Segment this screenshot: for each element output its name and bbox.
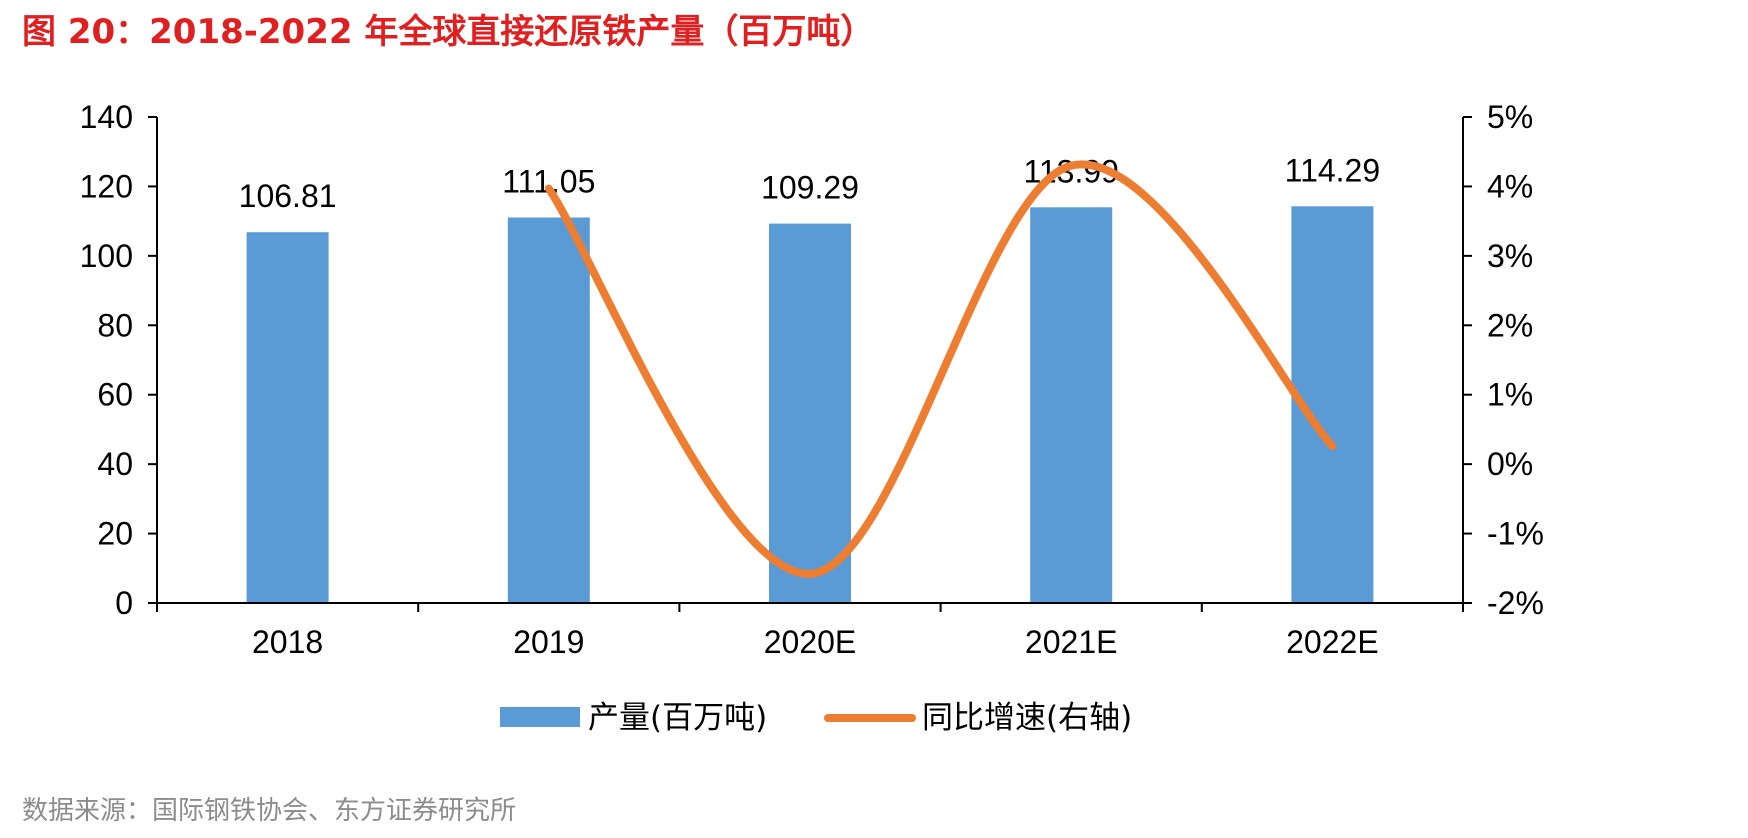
y2-tick-label: -1% — [1487, 516, 1544, 552]
y-tick-label: 80 — [97, 307, 133, 343]
y2-tick-label: -2% — [1487, 585, 1544, 621]
legend-swatch-bar — [500, 707, 580, 727]
source-note: 数据来源：国际钢铁协会、东方证券研究所 — [22, 796, 517, 826]
bars-layer — [246, 206, 1374, 603]
bar-2021E — [1030, 207, 1113, 603]
y-tick-label: 60 — [97, 377, 133, 413]
growth-rate-line — [544, 160, 1337, 578]
y-tick-label: 100 — [80, 238, 133, 274]
x-tick-label-2021E: 2021E — [1025, 624, 1118, 660]
y-tick-label: 140 — [80, 99, 133, 135]
y2-tick-label: 0% — [1487, 446, 1533, 482]
bar-2020E — [769, 223, 851, 603]
x-tick-label-2019: 2019 — [513, 624, 584, 660]
x-tick-label-2018: 2018 — [252, 624, 323, 660]
y2-tick-label: 2% — [1487, 307, 1533, 343]
x-tick-label-2022E: 2022E — [1286, 624, 1379, 660]
data-label-2022E: 114.29 — [1285, 152, 1381, 188]
axes-layer: 0 20 40 60 80 100 120 140 -2% -1% 0% 1% 2% 3% 4% 5% 2018… — [80, 99, 1544, 660]
line-layer — [544, 160, 1337, 578]
legend: 产量(百万吨) 同比增速(右轴) — [500, 700, 1132, 736]
y2-tick-label: 3% — [1487, 238, 1533, 274]
y-tick-label: 0 — [115, 585, 133, 621]
legend-label-line: 同比增速(右轴) — [922, 700, 1132, 736]
y-tick-label: 20 — [97, 516, 133, 552]
y-tick-label: 120 — [80, 168, 133, 204]
x-tick-label-2020E: 2020E — [764, 624, 857, 660]
data-label-2020E: 109.29 — [761, 170, 859, 206]
data-label-2018: 106.81 — [239, 178, 337, 214]
bar-2018 — [246, 232, 329, 603]
y2-tick-label: 1% — [1487, 377, 1533, 413]
bar-labels-layer: 106.81 111.05 109.29 113.99 114.29 — [239, 152, 1380, 214]
chart-title: 图 20：2018-2022 年全球直接还原铁产量（百万吨） — [22, 12, 875, 52]
bar-2019 — [507, 217, 590, 603]
y2-tick-label: 5% — [1487, 99, 1533, 135]
legend-label-bar: 产量(百万吨) — [588, 700, 767, 736]
y-tick-label: 40 — [97, 446, 133, 482]
y2-tick-label: 4% — [1487, 168, 1533, 204]
